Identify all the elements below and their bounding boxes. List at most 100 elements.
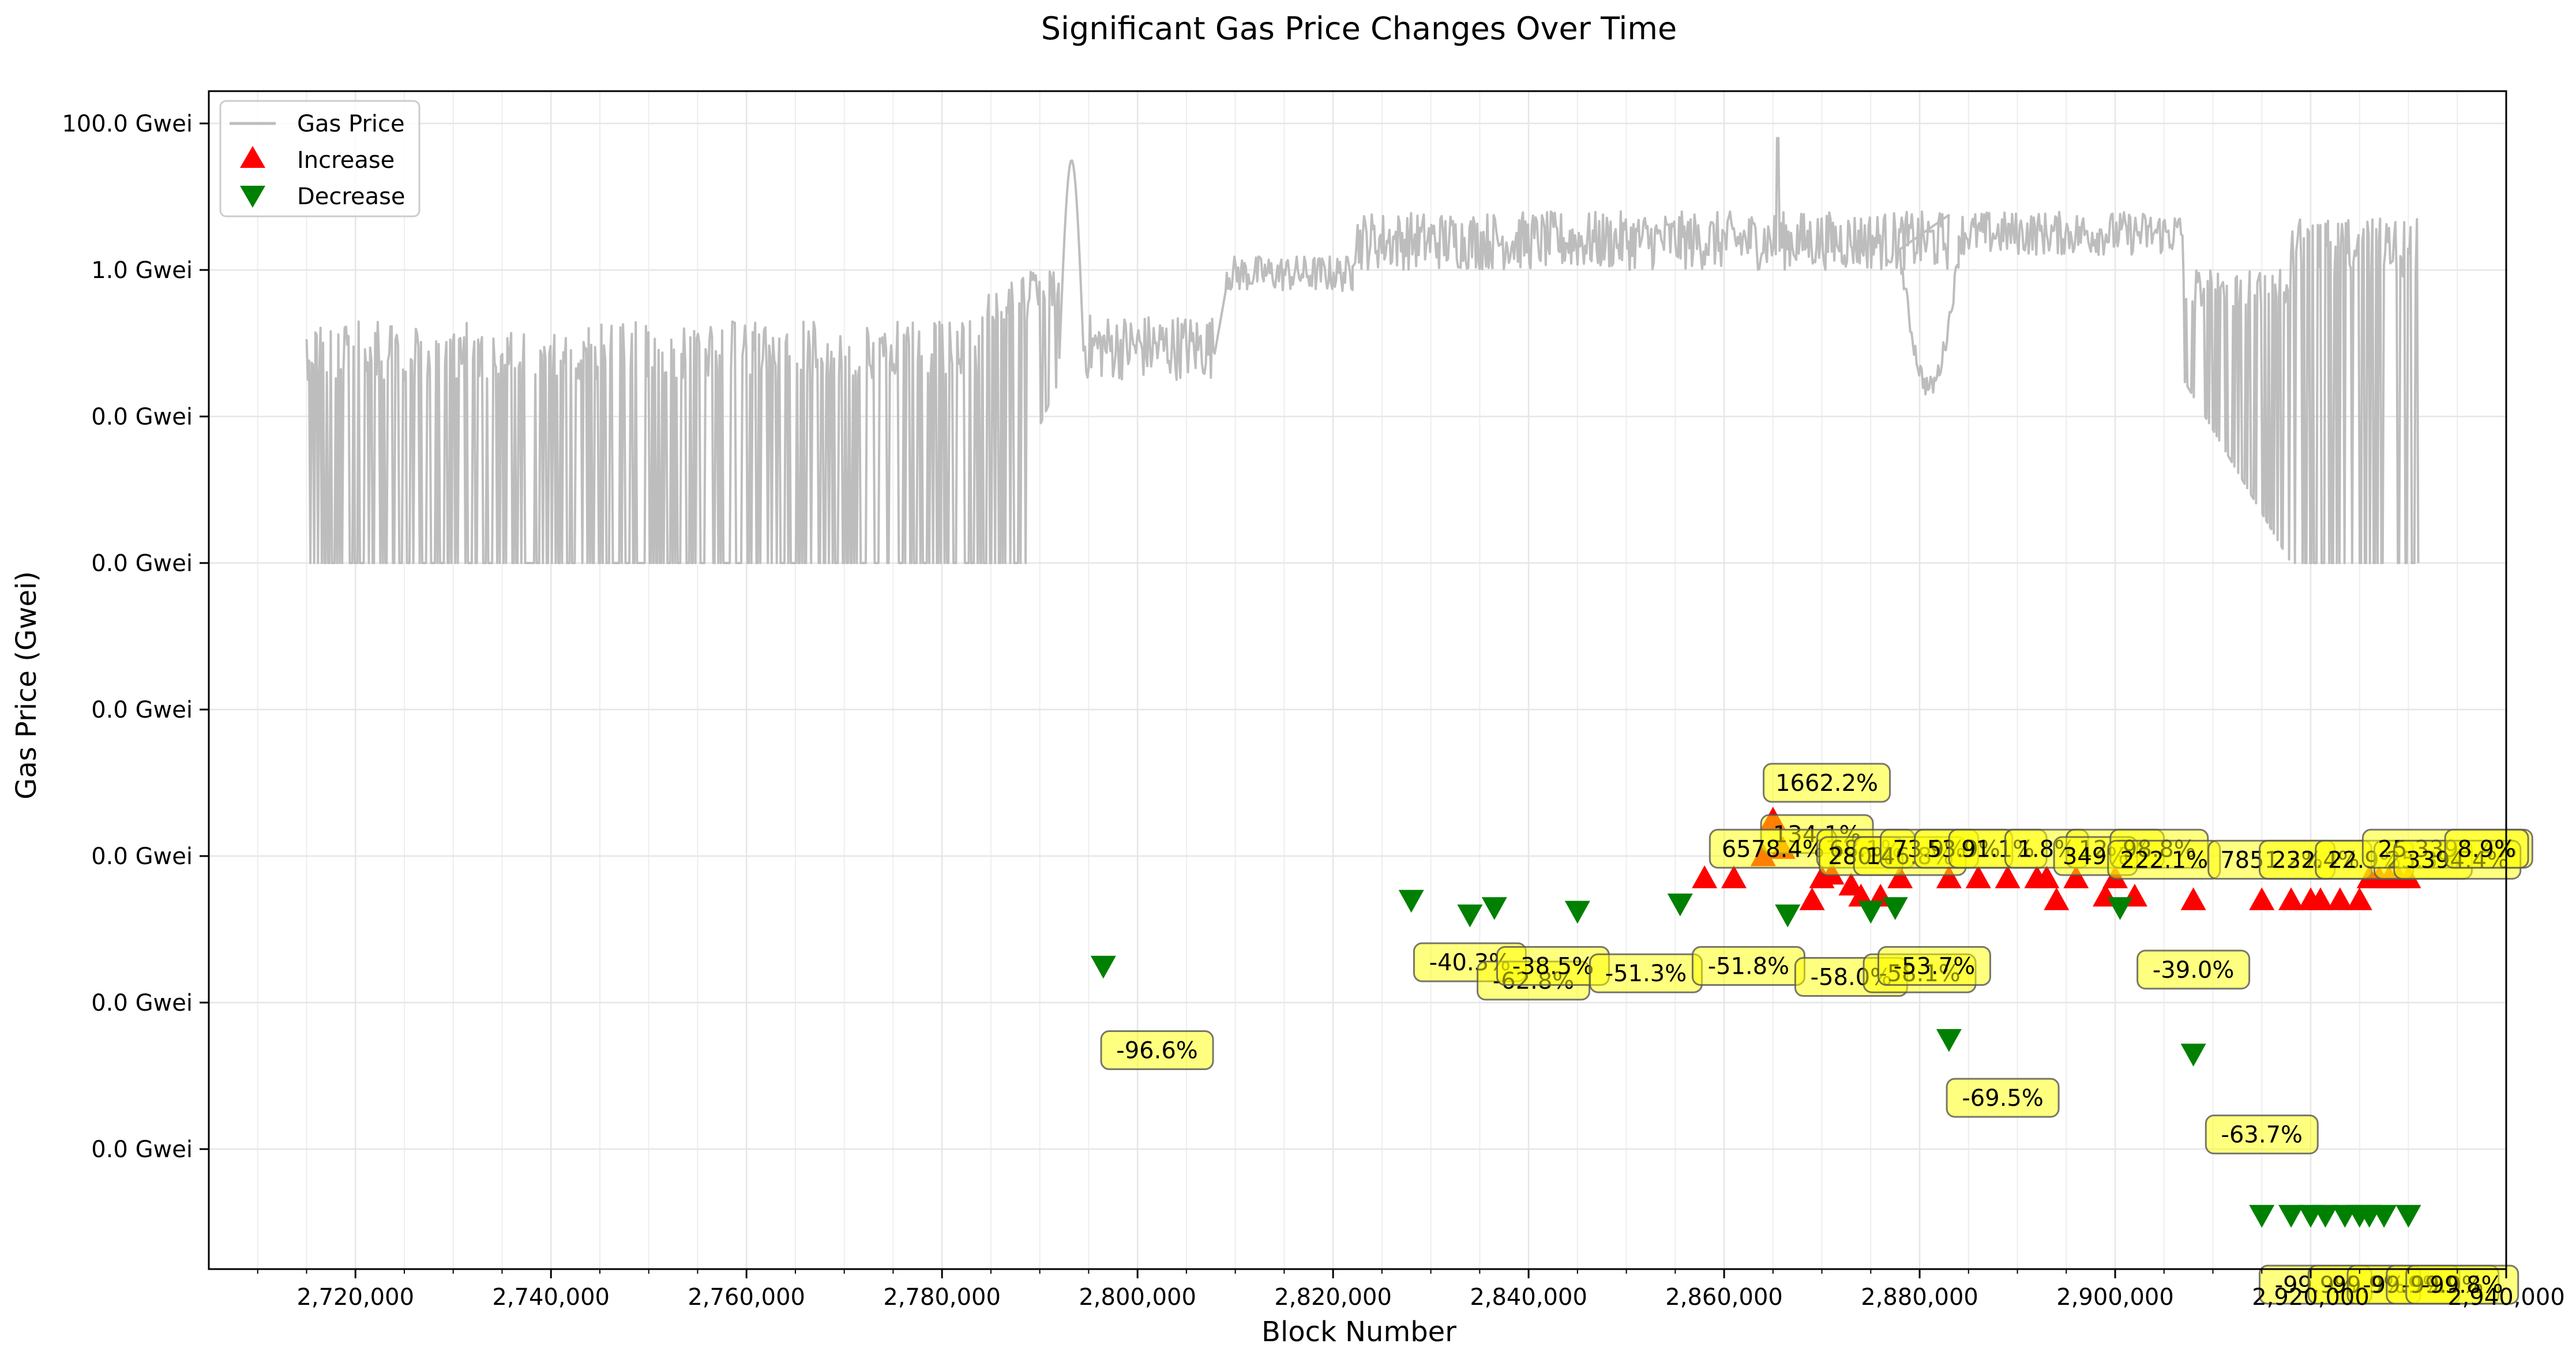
annotation-label: -51.8% [1708, 954, 1790, 980]
grid [209, 91, 2507, 1269]
annotation-box [1877, 946, 1991, 986]
decrease-marker [2107, 897, 2133, 920]
decrease-marker [1090, 955, 1116, 979]
annotation-label: 6578.4% [1722, 836, 1824, 862]
gas-price-line [305, 137, 2420, 564]
x-tick-label: 2,920,000 [2252, 1284, 2370, 1311]
legend: Gas Price Increase Decrease [219, 100, 420, 217]
change-annotation: -63.7% [2205, 1114, 2319, 1155]
annotation-box [1100, 1030, 1214, 1071]
x-tick-label: 2,760,000 [688, 1284, 805, 1311]
annotation-label: -53.7% [1894, 954, 1976, 980]
decrease-marker [1775, 905, 1801, 928]
increase-marker [1965, 865, 1991, 888]
decrease-marker [1882, 897, 1908, 920]
change-annotation: 1662.2% [1763, 763, 1891, 803]
decrease-marker [1858, 900, 1884, 924]
y-tick-label: 0.0 Gwei [91, 550, 193, 577]
annotation-label: -69.5% [1962, 1085, 2044, 1112]
change-annotation: -39.0% [2136, 950, 2251, 990]
annotation-label: -39.0% [2153, 957, 2235, 984]
increase-marker [1995, 865, 2021, 888]
annotation-label: 1662.2% [1775, 770, 1878, 797]
increase-marker [2278, 887, 2304, 910]
legend-gas-price-label: Gas Price [297, 111, 405, 137]
axes: 2,720,000 2,740,000 2,760,000 2,780,000 2,80… [62, 111, 2564, 1311]
annotation-label: -63.7% [2221, 1122, 2303, 1149]
annotation-box [1763, 763, 1891, 803]
decrease-marker [2371, 1204, 2397, 1228]
x-axis-label: Block Number [1261, 1316, 1456, 1348]
plot-area-frame [208, 90, 2507, 1270]
increase-marker [1692, 865, 1718, 888]
increase-marker [1936, 865, 1962, 888]
legend-decrease-swatch [240, 186, 265, 208]
change-annotation: 222.1% [2107, 839, 2221, 880]
x-tick-label: 2,820,000 [1274, 1284, 1392, 1311]
change-annotation: -51.3% [1589, 953, 1703, 993]
decrease-marker [1398, 890, 1424, 913]
x-tick-label: 2,880,000 [1861, 1284, 1978, 1311]
change-annotation: -96.6% [1100, 1030, 1214, 1071]
decrease-marker [2395, 1204, 2421, 1228]
increase-marker [1848, 883, 1874, 907]
legend-increase-label: Increase [297, 147, 395, 174]
decrease-marker [1936, 1029, 1962, 1052]
x-tick-label: 2,940,000 [2447, 1284, 2565, 1311]
increase-marker [2327, 887, 2353, 910]
decrease-marker [1481, 897, 1507, 920]
change-annotations: 1662.2%134.1%6578.4%68.1%280%146.8%73.9%… [1100, 763, 2533, 1305]
decrease-marker [2180, 1044, 2206, 1067]
increase-marker [2044, 887, 2070, 910]
annotation-label: -51.3% [1605, 960, 1687, 987]
decrease-marker [1457, 905, 1483, 928]
increase-marker [2307, 887, 2333, 910]
annotation-box [1946, 1078, 2060, 1118]
decrease-marker [2249, 1204, 2275, 1228]
increase-marker [1799, 887, 1825, 910]
change-annotation: 8.9% [2444, 828, 2529, 869]
annotation-label: -99.8% [2421, 1272, 2503, 1299]
legend-decrease-label: Decrease [297, 183, 405, 210]
annotation-box [2444, 828, 2529, 869]
annotation-label: 8.9% [2457, 836, 2516, 862]
increase-marker [1887, 865, 1913, 888]
annotation-box [2205, 1114, 2319, 1155]
y-tick-label: 1.0 Gwei [91, 257, 193, 284]
x-tick-label: 2,720,000 [296, 1284, 414, 1311]
y-tick-label: 0.0 Gwei [91, 843, 193, 870]
increase-marker [1721, 865, 1747, 888]
annotation-label: -38.5% [1512, 954, 1594, 980]
change-annotation: 6578.4% [1708, 828, 1837, 869]
change-annotation: -51.8% [1691, 946, 1805, 986]
annotation-label: -96.6% [1116, 1038, 1198, 1064]
annotation-label: 222.1% [2120, 847, 2209, 873]
y-tick-label: 0.0 Gwei [91, 1136, 193, 1163]
increase-marker [2346, 887, 2372, 910]
y-tick-label: 100.0 Gwei [62, 111, 193, 137]
gas-price-series [305, 137, 2420, 564]
change-annotation: -53.7% [1877, 946, 1991, 986]
decrease-marker [1564, 900, 1590, 924]
increase-marker [2249, 887, 2275, 910]
change-annotation: -69.5% [1946, 1078, 2060, 1118]
x-tick-label: 2,900,000 [2056, 1284, 2174, 1311]
decrease-marker [2278, 1204, 2304, 1228]
y-axis-label: Gas Price (Gwei) [10, 571, 43, 800]
x-tick-label: 2,740,000 [492, 1284, 610, 1311]
increase-marker [1838, 872, 1864, 896]
x-tick-label: 2,780,000 [883, 1284, 1001, 1311]
annotation-box [2405, 1264, 2519, 1305]
increase-marker [2063, 865, 2089, 888]
change-annotation: -99.8% [2405, 1264, 2519, 1305]
annotation-box [2136, 950, 2251, 990]
chart-title: Significant Gas Price Changes Over Time [1041, 10, 1677, 47]
legend-box [219, 100, 420, 217]
decrease-marker [1667, 893, 1693, 917]
decrease-marker [2312, 1204, 2338, 1228]
y-tick-label: 0.0 Gwei [91, 697, 193, 723]
x-tick-label: 2,840,000 [1470, 1284, 1587, 1311]
x-tick-label: 2,860,000 [1665, 1284, 1783, 1311]
x-tick-label: 2,800,000 [1079, 1284, 1196, 1311]
